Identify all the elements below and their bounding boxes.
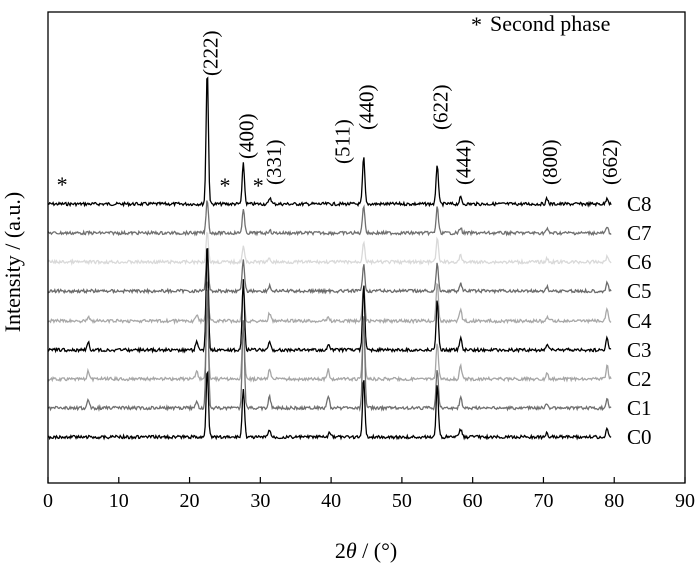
ticks-layer: 0 10 20 30 40 50 60 70 80 90 xyxy=(43,477,695,512)
x-tick-label: 40 xyxy=(321,490,341,512)
series-label-c5: C5 xyxy=(627,279,652,303)
x-tick-label: 80 xyxy=(604,490,624,512)
second-phase-marker: * xyxy=(253,173,264,198)
series-label-c8: C8 xyxy=(627,192,652,216)
x-tick-label: 60 xyxy=(463,490,483,512)
x-axis-title-prefix: 2 xyxy=(335,538,346,563)
plot-frame xyxy=(47,11,686,484)
legend-marker: * xyxy=(471,12,482,37)
series-label-c4: C4 xyxy=(627,309,652,333)
peak-label: (511) xyxy=(331,119,355,164)
x-tick-label: 0 xyxy=(43,490,53,512)
series-line-c3 xyxy=(47,247,612,354)
x-axis-title-suffix: / (°) xyxy=(357,538,398,563)
peak-label: (444) xyxy=(452,140,476,186)
x-tick-label: 30 xyxy=(250,490,270,512)
x-tick-label: 20 xyxy=(180,490,200,512)
series-line-c4 xyxy=(47,281,612,325)
series-label-c2: C2 xyxy=(627,367,652,391)
series-layer xyxy=(47,76,612,441)
legend: * Second phase xyxy=(471,11,610,37)
x-tick-label: 90 xyxy=(675,490,695,512)
series-label-c0: C0 xyxy=(627,425,652,449)
x-tick-label: 70 xyxy=(533,490,553,512)
second-phase-marker: * xyxy=(219,173,230,198)
legend-label: Second phase xyxy=(490,11,610,36)
peak-label: (800) xyxy=(538,140,562,186)
series-label-c3: C3 xyxy=(627,338,652,362)
x-tick-label: 50 xyxy=(392,490,412,512)
series-labels-layer: C8 C7 C6 C5 C4 C3 C2 C1 C0 xyxy=(627,192,652,449)
second-phase-markers: * * * xyxy=(57,172,264,198)
series-line-c7 xyxy=(47,200,612,237)
peak-label: (222) xyxy=(198,31,222,77)
series-line-c5 xyxy=(47,248,612,295)
series-line-c2 xyxy=(47,306,612,383)
series-line-c6 xyxy=(47,231,612,267)
x-axis-title: 2θ / (°) xyxy=(335,538,397,563)
peak-labels-layer: (222) (400)(331) (511)(440) (622)(444) (800)… xyxy=(198,31,622,186)
series-label-c1: C1 xyxy=(627,396,652,420)
y-axis-title: Intensity / (a.u.) xyxy=(0,192,25,333)
series-label-c7: C7 xyxy=(627,221,652,245)
series-label-c6: C6 xyxy=(627,250,652,274)
peak-label: (400) xyxy=(234,114,258,160)
x-axis-title-var: θ xyxy=(346,538,357,563)
series-line-c1 xyxy=(47,288,612,412)
peak-label: (622) xyxy=(428,85,452,131)
series-line-c8 xyxy=(47,76,612,208)
peak-label: (331) xyxy=(262,140,286,186)
series-line-c0 xyxy=(47,370,612,441)
peak-label: (440) xyxy=(355,85,379,131)
x-tick-label: 10 xyxy=(109,490,129,512)
peak-label: (662) xyxy=(598,140,622,186)
second-phase-marker: * xyxy=(57,172,68,197)
